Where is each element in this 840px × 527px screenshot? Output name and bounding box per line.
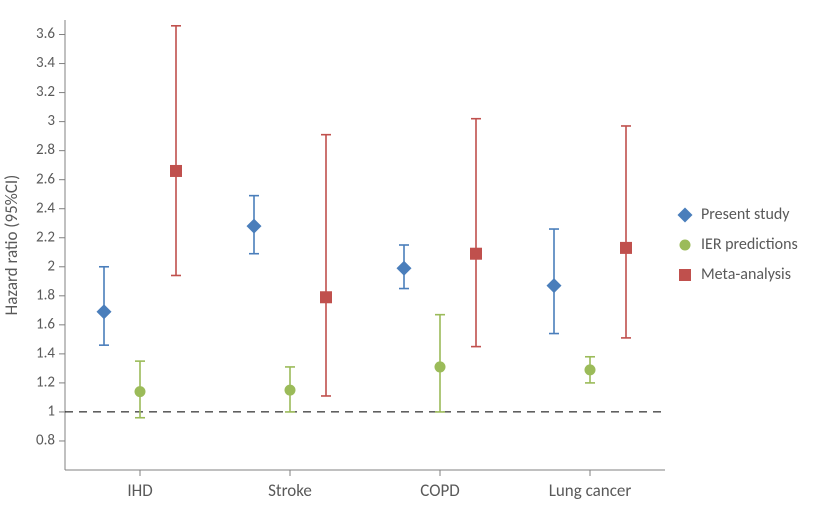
x-tick-label: Lung cancer	[549, 480, 632, 501]
hazard-ratio-chart: 0.8 1 1.2 1.4 1.6 1.8 2 2.2 2.4 2.6 2.8 3 3.2 3.4 3.6 H…	[0, 0, 840, 527]
y-tick-label: 1.2	[36, 373, 55, 391]
x-tick-label: Stroke	[268, 480, 312, 501]
y-tick-label: 2.8	[36, 141, 55, 159]
y-tick-label: 3	[47, 112, 55, 130]
marker-circle	[285, 385, 296, 396]
y-tick-label: 0.8	[36, 432, 55, 450]
legend-label: Present study	[701, 205, 790, 224]
marker-circle	[680, 240, 691, 251]
marker-square	[320, 291, 332, 303]
marker-square	[170, 165, 182, 177]
y-tick-label: 1.4	[36, 344, 55, 362]
marker-circle	[585, 364, 596, 375]
marker-square	[620, 242, 632, 254]
y-tick-label: 1.6	[36, 315, 55, 333]
y-tick-label: 2.6	[36, 170, 55, 188]
x-tick-label: IHD	[127, 480, 152, 501]
y-tick-label: 1.8	[36, 286, 55, 304]
legend-label: Meta-analysis	[701, 265, 791, 284]
marker-circle	[135, 386, 146, 397]
x-tick-label: COPD	[420, 480, 459, 501]
y-axis-label: Hazard ratio (95%CI)	[1, 175, 22, 316]
y-tick-label: 3.6	[36, 25, 55, 43]
marker-circle	[435, 361, 446, 372]
chart-svg: 0.8 1 1.2 1.4 1.6 1.8 2 2.2 2.4 2.6 2.8 3 3.2 3.4 3.6 H…	[0, 0, 840, 527]
y-tick-label: 3.4	[36, 54, 55, 72]
y-tick-label: 2.4	[36, 199, 55, 217]
chart-bg	[0, 0, 840, 527]
marker-square	[470, 248, 482, 260]
y-tick-label: 2.2	[36, 228, 55, 246]
legend-label: IER predictions	[701, 235, 798, 254]
y-tick-label: 3.2	[36, 83, 55, 101]
marker-square	[679, 269, 691, 281]
y-tick-label: 1	[47, 403, 55, 421]
y-tick-label: 2	[47, 257, 55, 275]
